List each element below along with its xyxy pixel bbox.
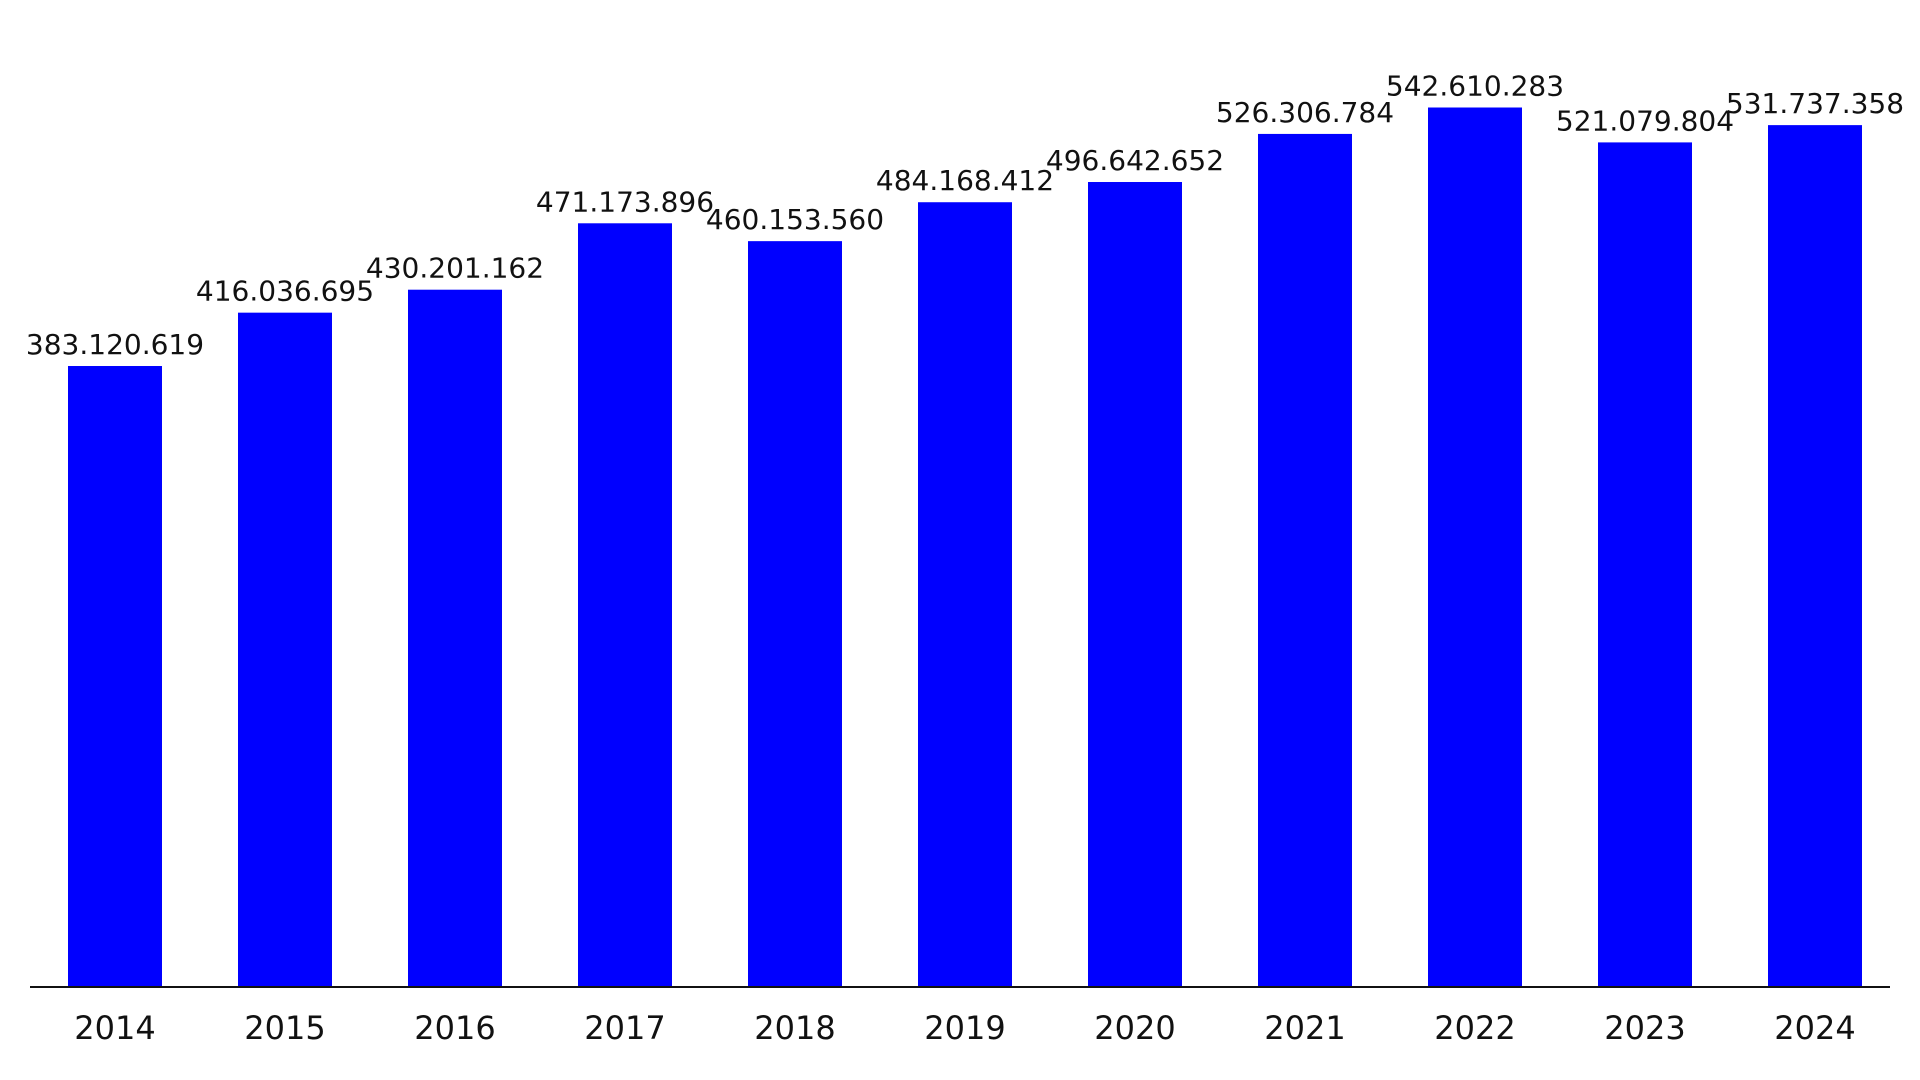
bars-group (68, 107, 1862, 988)
value-label-2023: 521.079.804 (1556, 104, 1734, 137)
value-label-2016: 430.201.162 (366, 252, 544, 285)
bar-2014 (68, 366, 162, 987)
x-tick-label-2020: 2020 (1094, 1009, 1175, 1047)
x-tick-label-2014: 2014 (74, 1009, 155, 1047)
x-tick-label-2018: 2018 (754, 1009, 835, 1047)
bar-2019 (918, 202, 1012, 988)
x-tick-label-2022: 2022 (1434, 1009, 1515, 1047)
value-label-2014: 383.120.619 (26, 328, 204, 361)
x-tick-labels-group: 2014 2015 2016 2017 2018 2019 2020 2021 2022 2023… (74, 1009, 1855, 1047)
x-tick-label-2017: 2017 (584, 1009, 665, 1047)
value-label-2022: 542.610.283 (1386, 69, 1564, 102)
x-tick-label-2015: 2015 (244, 1009, 325, 1047)
bar-2017 (578, 223, 672, 987)
bar-2024 (1768, 125, 1862, 987)
bar-2015 (238, 312, 332, 987)
value-label-2020: 496.642.652 (1046, 144, 1224, 177)
x-tick-label-2016: 2016 (414, 1009, 495, 1047)
value-label-2017: 471.173.896 (536, 185, 714, 218)
bar-2023 (1598, 142, 1692, 988)
x-tick-label-2023: 2023 (1604, 1009, 1685, 1047)
value-label-2015: 416.036.695 (196, 275, 374, 308)
bar-2021 (1258, 133, 1352, 987)
bar-2018 (748, 241, 842, 987)
x-tick-label-2019: 2019 (924, 1009, 1005, 1047)
value-label-2018: 460.153.560 (706, 203, 884, 236)
value-label-2021: 526.306.784 (1216, 96, 1394, 129)
value-label-2024: 531.737.358 (1726, 87, 1904, 120)
x-tick-label-2021: 2021 (1264, 1009, 1345, 1047)
bar-2022 (1428, 107, 1522, 987)
bar-2020 (1088, 182, 1182, 988)
bar-2016 (408, 289, 502, 987)
value-label-2019: 484.168.412 (876, 164, 1054, 197)
x-tick-label-2024: 2024 (1774, 1009, 1855, 1047)
